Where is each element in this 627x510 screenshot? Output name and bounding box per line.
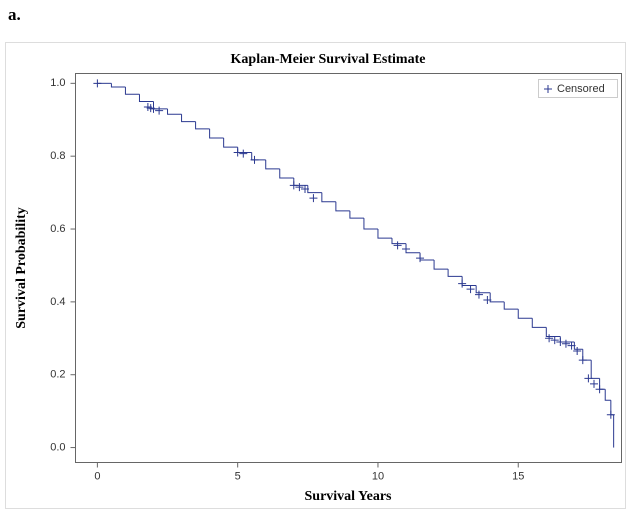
survival-step (391, 238, 407, 245)
survival-step (475, 285, 491, 294)
survival-step (559, 336, 575, 343)
y-axis-label: Survival Probability (14, 207, 29, 328)
censored-marker (474, 290, 483, 299)
censored-marker (402, 245, 411, 254)
survival-step (223, 137, 238, 148)
censored-marker (301, 184, 310, 193)
survival-step (531, 318, 547, 328)
survival-step (335, 201, 350, 212)
censored-marker (155, 106, 164, 115)
legend-label: Censored (557, 83, 605, 95)
y-tick-label: 0.4 (50, 296, 65, 308)
censored-marker (295, 183, 304, 192)
survival-step (167, 108, 182, 115)
x-tick-label: 0 (94, 470, 100, 482)
x-tick-label: 5 (235, 470, 241, 482)
survival-step (582, 349, 592, 361)
censored-marker (416, 254, 425, 263)
censored-marker (393, 241, 402, 250)
survival-step (237, 147, 252, 154)
survival-step (433, 259, 449, 270)
censored-marker (584, 374, 593, 383)
chart-title: Kaplan-Meier Survival Estimate (231, 52, 426, 67)
survival-step (138, 94, 154, 103)
survival-step (447, 269, 463, 277)
y-tick-label: 0.2 (50, 369, 65, 381)
panel-border (5, 42, 626, 509)
censored-marker (233, 148, 242, 157)
survival-step (377, 229, 392, 239)
censored-marker (458, 279, 467, 288)
survival-step (181, 114, 196, 123)
legend-box (538, 79, 618, 98)
censored-marker (567, 341, 576, 350)
survival-step (307, 185, 322, 194)
survival-step (110, 83, 126, 88)
censored-marker (550, 336, 559, 345)
censored-marker (149, 104, 158, 113)
y-tick-label: 0.8 (50, 150, 65, 162)
censored-marker (483, 296, 492, 305)
censored-marker (606, 410, 615, 419)
censored-marker (556, 337, 565, 346)
survival-step (590, 360, 600, 379)
y-tick-label: 1.0 (50, 77, 65, 89)
censored-marker (561, 339, 570, 348)
survival-step (599, 378, 606, 390)
censored-marker (573, 347, 582, 356)
survival-step (321, 192, 336, 203)
survival-step (545, 327, 561, 337)
censored-marker (466, 285, 475, 294)
survival-step (573, 341, 583, 350)
survival-step (153, 101, 168, 110)
censored-marker (578, 356, 587, 365)
x-tick-label: 15 (512, 470, 524, 482)
survival-step (604, 389, 611, 401)
censored-marker (595, 385, 604, 394)
x-tick-label: 10 (372, 470, 384, 482)
censored-marker (250, 155, 259, 164)
survival-step (209, 128, 224, 139)
censored-marker (239, 149, 248, 158)
survival-step (363, 218, 378, 230)
survival-step (405, 243, 421, 254)
survival-step (279, 168, 294, 179)
survival-step (419, 252, 435, 261)
survival-step (265, 159, 280, 170)
censored-marker (93, 79, 102, 88)
x-axis-label: Survival Years (305, 489, 393, 504)
censored-marker (545, 334, 554, 343)
survival-step (349, 210, 364, 219)
y-tick-label: 0.0 (50, 441, 65, 453)
survival-step (517, 309, 533, 319)
survival-step (195, 121, 210, 130)
plot-frame (75, 73, 622, 463)
censored-marker (309, 194, 318, 203)
survival-step (251, 152, 266, 161)
y-tick-label: 0.6 (50, 223, 65, 235)
censored-marker (590, 379, 599, 388)
legend-marker (544, 85, 552, 93)
survival-step (124, 86, 140, 95)
censored-marker (289, 181, 298, 190)
survival-step (489, 292, 505, 303)
panel-label: a. (8, 5, 21, 24)
survival-step (503, 301, 519, 310)
survival-step (293, 178, 308, 186)
